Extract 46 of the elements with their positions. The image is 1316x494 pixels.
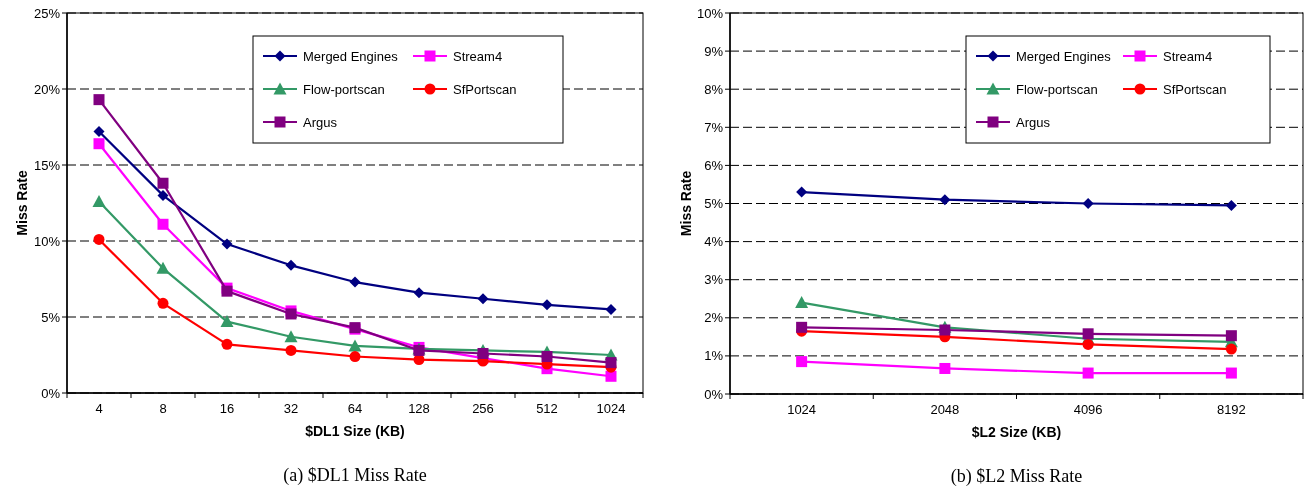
y-axis-title: Miss Rate — [677, 170, 694, 237]
legend-label: Stream4 — [453, 48, 503, 64]
legend-label: Merged Engines — [1016, 48, 1112, 64]
x-tick-label: 256 — [472, 401, 494, 416]
y-tick-label: 0% — [704, 386, 724, 402]
y-tick-label: 7% — [704, 119, 724, 135]
text: (b) $L2 Miss Rate — [950, 466, 1083, 487]
y-tick-label: 1% — [704, 348, 724, 364]
x-tick-label: 2048 — [930, 402, 960, 417]
legend-label: Flow-portscan — [1016, 81, 1098, 97]
y-tick-label: 6% — [704, 157, 724, 173]
x-tick-label: 1024 — [596, 401, 626, 416]
x-tick-label: 8 — [159, 401, 167, 416]
y-axis-title: Miss Rate — [13, 170, 30, 236]
y-tick-label: 25% — [33, 5, 61, 21]
y-tick-label: 5% — [704, 196, 724, 212]
x-tick-label: 32 — [283, 401, 299, 416]
x-tick-label: 1024 — [787, 402, 817, 417]
legend-label: SfPortscan — [1163, 81, 1227, 97]
y-tick-label: 9% — [704, 43, 724, 59]
y-tick-label: 8% — [704, 81, 724, 97]
y-tick-label: 0% — [41, 385, 61, 401]
legend-label: Stream4 — [1163, 48, 1213, 64]
y-tick-label: 10% — [33, 233, 61, 249]
x-tick-label: 4 — [95, 401, 103, 416]
x-tick-label: 128 — [408, 401, 430, 416]
x-tick-label: 64 — [347, 401, 363, 416]
y-tick-label: 2% — [704, 310, 724, 326]
y-tick-label: 5% — [41, 309, 61, 325]
x-tick-label: 512 — [536, 401, 558, 416]
legend-label: Argus — [1016, 114, 1051, 130]
legend-label: Flow-portscan — [303, 81, 385, 97]
y-tick-label: 15% — [33, 157, 61, 173]
y-tick-label: 3% — [704, 272, 724, 288]
y-tick-label: 10% — [696, 5, 724, 21]
legend-label: Merged Engines — [303, 48, 399, 64]
x-tick-label: 8192 — [1216, 402, 1246, 417]
y-tick-label: 20% — [33, 81, 61, 97]
legend-label: Argus — [303, 114, 338, 130]
legend-label: SfPortscan — [453, 81, 517, 97]
y-tick-label: 4% — [704, 234, 724, 250]
x-tick-label: 4096 — [1073, 402, 1103, 417]
x-tick-label: 16 — [219, 401, 235, 416]
text: (a) $DL1 Miss Rate — [283, 465, 427, 486]
x-axis-title: $L2 Size (KB) — [971, 424, 1062, 440]
x-axis-title: $DL1 Size (KB) — [305, 423, 405, 439]
